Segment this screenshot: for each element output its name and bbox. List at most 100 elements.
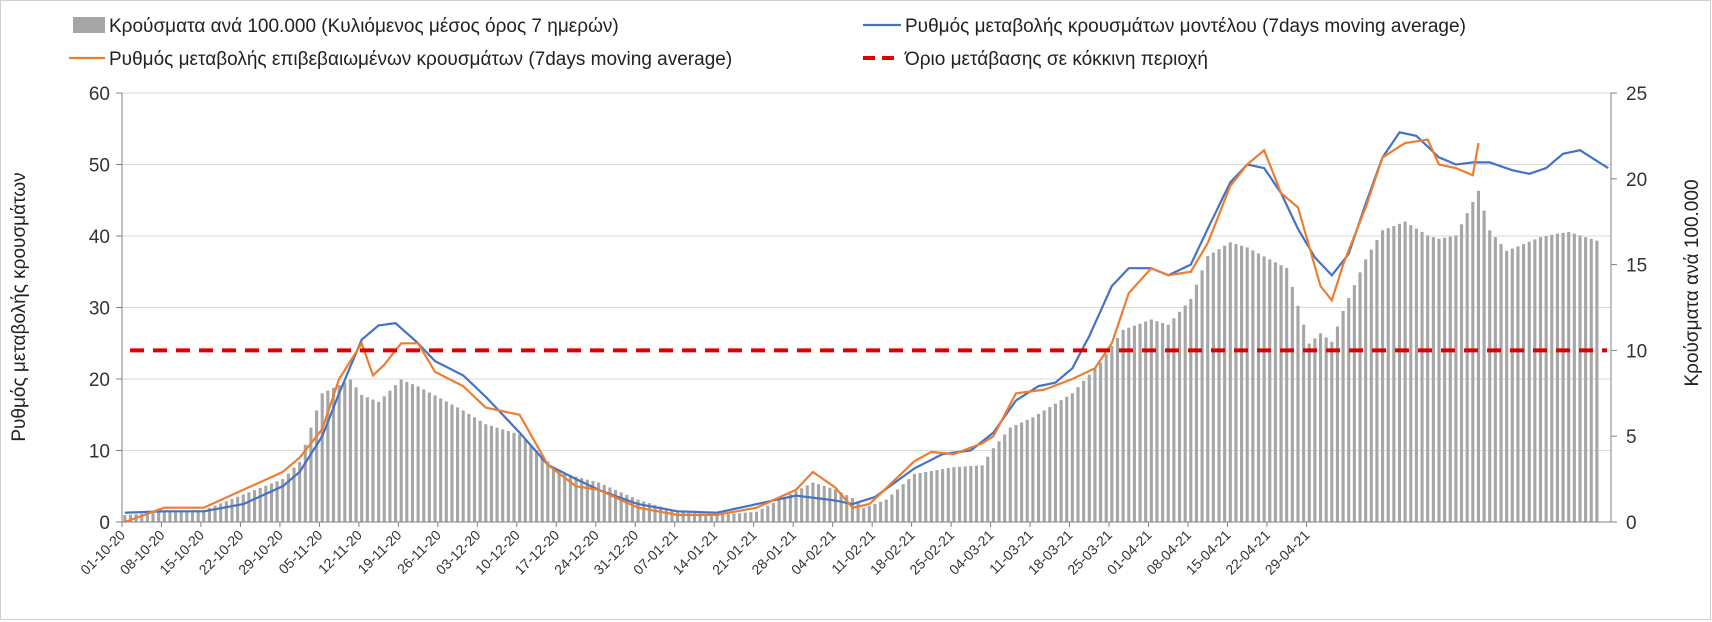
bar — [179, 510, 183, 522]
bar — [343, 382, 347, 522]
bar — [659, 506, 663, 522]
bar — [1392, 225, 1396, 523]
bar — [1177, 311, 1182, 522]
bar — [1567, 231, 1571, 522]
bar — [1042, 410, 1046, 522]
bar — [512, 432, 516, 522]
bar — [974, 465, 979, 522]
bar — [1262, 256, 1266, 522]
bar — [991, 448, 995, 522]
bar — [523, 439, 527, 522]
bar — [1200, 270, 1204, 522]
bar — [958, 466, 962, 522]
bar — [1059, 400, 1063, 522]
bar — [444, 401, 448, 522]
bar — [1217, 249, 1221, 522]
bar — [281, 479, 285, 522]
bar — [461, 410, 465, 522]
legend-threshold-label: Όριο μετάβασης σε κόκκινη περιοχή — [904, 49, 1208, 70]
bar — [518, 434, 522, 522]
bar — [817, 484, 821, 522]
bar — [1505, 250, 1509, 522]
y-right-tick-label: 15 — [1626, 256, 1647, 277]
bar — [1335, 326, 1340, 522]
bar — [258, 487, 262, 522]
bar — [224, 501, 228, 522]
bar — [1533, 239, 1537, 522]
bar — [568, 475, 572, 522]
bar — [1036, 413, 1041, 522]
bar — [1403, 221, 1407, 522]
bar — [664, 508, 668, 522]
bar — [1550, 234, 1554, 522]
bar — [721, 514, 725, 522]
bar — [963, 466, 967, 522]
bar — [1482, 210, 1486, 522]
bar — [1375, 240, 1379, 522]
bar — [1172, 318, 1176, 522]
bar — [472, 417, 477, 522]
bar — [1031, 417, 1035, 522]
model-series-line — [124, 131, 1609, 514]
bar — [676, 511, 680, 522]
bar — [213, 505, 217, 522]
bar — [219, 503, 223, 522]
legend-bars-label: Κρούσματα ανά 100.000 (Κυλιόμενος μέσος … — [109, 16, 619, 37]
bar — [1099, 362, 1103, 522]
bar — [202, 509, 206, 522]
bar — [1364, 259, 1368, 522]
bar — [1065, 396, 1069, 522]
bar — [1132, 325, 1136, 522]
bar — [377, 401, 381, 522]
bar — [1589, 238, 1593, 523]
bar — [1194, 284, 1198, 522]
bar — [986, 456, 990, 522]
bar — [410, 384, 415, 522]
bar — [636, 499, 640, 522]
bar — [1510, 248, 1514, 523]
y-left-tick-label: 60 — [89, 84, 110, 105]
bar — [1240, 245, 1244, 522]
bar — [1144, 321, 1148, 522]
bar — [128, 514, 133, 522]
bar — [360, 395, 364, 522]
bar — [715, 515, 719, 522]
bar — [828, 487, 832, 522]
bar — [1251, 250, 1255, 522]
bar — [901, 484, 905, 522]
bar — [580, 478, 584, 522]
bar — [822, 485, 826, 522]
bar — [687, 512, 691, 522]
bar — [597, 482, 601, 522]
bar — [1347, 298, 1351, 522]
bar — [1307, 343, 1311, 522]
y-left-tick-label: 40 — [89, 227, 110, 248]
bar — [670, 509, 674, 522]
bar — [698, 513, 702, 522]
bar — [732, 513, 736, 522]
bar — [1234, 244, 1238, 522]
y-left-tick-label: 10 — [89, 442, 110, 463]
bar — [980, 465, 984, 522]
y-right-ticks: 0 5 10 15 20 25 — [1611, 84, 1647, 534]
bar — [196, 510, 200, 522]
bar — [625, 494, 629, 522]
bar — [856, 503, 860, 522]
bars-series — [123, 190, 1599, 523]
bar — [912, 473, 916, 522]
bar — [907, 479, 911, 522]
bar — [1397, 223, 1402, 522]
bar — [794, 491, 798, 522]
bar — [935, 470, 939, 522]
bar — [557, 472, 561, 522]
bar — [890, 494, 894, 522]
bar — [969, 466, 973, 522]
bar — [1070, 393, 1074, 522]
legend-bars-swatch — [73, 17, 105, 33]
bar — [1420, 231, 1424, 522]
bar — [1110, 346, 1114, 522]
bar — [382, 396, 386, 522]
bar — [354, 387, 358, 522]
bar — [1499, 244, 1503, 522]
